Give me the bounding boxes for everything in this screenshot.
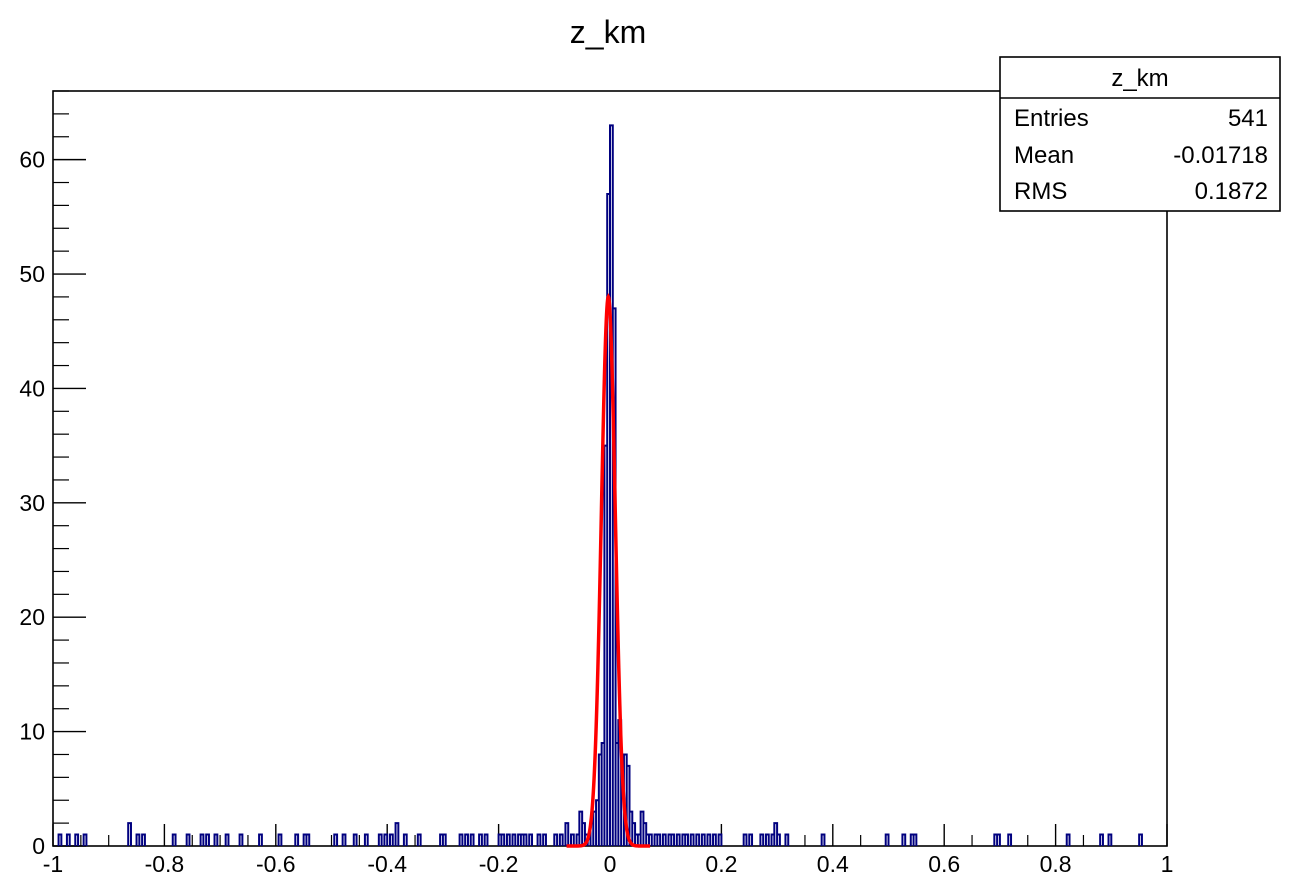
x-tick-label: 1 (1161, 851, 1174, 877)
stats-title: z_km (1111, 65, 1168, 92)
stats-box-frame (999, 56, 1281, 212)
y-tick-label: 40 (19, 375, 45, 401)
stats-box: z_km Entries 541 Mean -0.01718 RMS 0.187… (999, 56, 1281, 212)
chart-title: z_km (570, 14, 646, 50)
x-tick-label: -0.6 (256, 851, 296, 877)
x-tick-label: 0.8 (1040, 851, 1072, 877)
y-tick-label: 50 (19, 261, 45, 287)
stats-mean-label: Mean (1014, 142, 1074, 169)
gaussian-fit-curve (566, 293, 651, 848)
y-tick-label: 10 (19, 719, 45, 745)
x-tick-label: 0.4 (817, 851, 849, 877)
x-tick-label: -0.4 (367, 851, 407, 877)
y-tick-label: 20 (19, 604, 45, 630)
stats-mean-value: -0.01718 (1173, 142, 1268, 169)
x-tick-label: 0 (604, 851, 617, 877)
histogram-outline (57, 124, 1143, 846)
stats-entries-value: 541 (1228, 105, 1268, 132)
x-tick-label: -0.2 (479, 851, 519, 877)
x-tick-label: 0.2 (705, 851, 737, 877)
y-tick-label: 0 (32, 833, 45, 859)
x-tick-label: -0.8 (145, 851, 185, 877)
y-tick-label: 60 (19, 147, 45, 173)
stats-rms-value: 0.1872 (1195, 178, 1268, 205)
y-tick-label: 30 (19, 490, 45, 516)
stats-entries-label: Entries (1014, 105, 1089, 132)
x-tick-label: 0.6 (928, 851, 960, 877)
stats-rms-label: RMS (1014, 178, 1067, 205)
x-tick-label: -1 (43, 851, 63, 877)
